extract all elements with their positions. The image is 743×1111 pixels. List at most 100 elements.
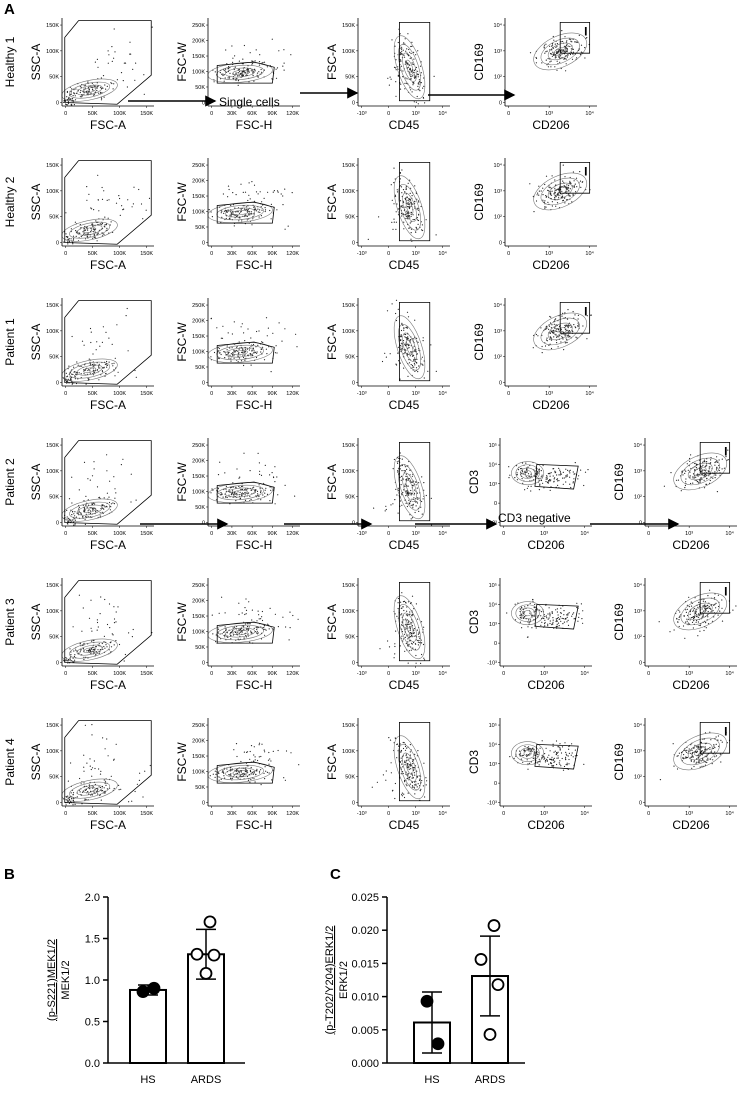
event-dot [231, 45, 232, 46]
event-dot [508, 477, 509, 478]
event-dot [413, 497, 414, 498]
event-dot [220, 633, 221, 634]
event-dot [697, 635, 698, 636]
event-dot [88, 793, 89, 794]
event-dot [416, 67, 417, 68]
event-dot [407, 338, 408, 339]
event-dot [531, 486, 532, 487]
event-dot [115, 640, 116, 641]
event-dot [88, 510, 89, 511]
event-dot [257, 351, 258, 352]
event-dot [79, 511, 80, 512]
event-dot [569, 612, 570, 613]
event-dot [521, 627, 522, 628]
event-dot [96, 791, 97, 792]
event-dot [245, 623, 246, 624]
event-dot [540, 615, 541, 616]
event-dot [545, 481, 546, 482]
event-dot [557, 61, 558, 62]
event-dot [103, 509, 104, 510]
event-dot [573, 478, 574, 479]
event-dot [408, 228, 409, 229]
event-dot [573, 324, 574, 325]
event-dot [85, 496, 86, 497]
event-dot [268, 760, 269, 761]
event-dot [527, 759, 528, 760]
event-dot [557, 485, 558, 486]
flow-plot: 050K100K150K-10³010³10⁴CD45FSC-A [325, 18, 450, 132]
event-dot [223, 351, 224, 352]
event-dot [243, 626, 244, 627]
event-dot [698, 602, 699, 603]
event-dot [385, 510, 386, 511]
event-dot [225, 489, 226, 490]
event-dot [66, 804, 67, 805]
event-dot [417, 371, 418, 372]
event-dot [117, 79, 118, 80]
contour [388, 452, 431, 522]
event-dot [272, 472, 273, 473]
event-dot [410, 339, 411, 340]
event-dot [409, 206, 410, 207]
event-dot [233, 627, 234, 628]
event-dot [721, 608, 722, 609]
event-dot [716, 456, 717, 457]
event-dot [119, 789, 120, 790]
event-dot [536, 58, 537, 59]
event-dot [260, 492, 261, 493]
event-dot [372, 787, 373, 788]
event-dot [81, 631, 82, 632]
event-dot [214, 81, 215, 82]
event-dot [384, 353, 385, 354]
event-dot [78, 365, 79, 366]
event-dot [422, 364, 423, 365]
event-dot [257, 631, 258, 632]
y-tick-label: 150K [342, 443, 355, 449]
event-dot [74, 511, 75, 512]
event-dot [250, 770, 251, 771]
event-dot [573, 52, 574, 53]
event-dot [241, 771, 242, 772]
event-dot [409, 64, 410, 65]
event-dot [394, 222, 395, 223]
event-dot [238, 614, 239, 615]
event-dot [73, 238, 74, 239]
event-dot [526, 472, 527, 473]
event-dot [419, 779, 420, 780]
event-dot [268, 328, 269, 329]
event-dot [90, 650, 91, 651]
event-dot [236, 633, 237, 634]
event-dot [218, 488, 219, 489]
x-tick-label: 10³ [412, 251, 420, 257]
event-dot [565, 335, 566, 336]
event-dot [269, 500, 270, 501]
event-dot [114, 498, 115, 499]
event-dot [71, 798, 72, 799]
event-dot [422, 514, 423, 515]
event-dot [414, 490, 415, 491]
event-dot [681, 490, 682, 491]
event-dot [566, 184, 567, 185]
event-dot [75, 804, 76, 805]
event-dot [566, 337, 567, 338]
event-dot [566, 764, 567, 765]
event-dot [385, 506, 386, 507]
event-dot [568, 336, 569, 337]
event-dot [373, 508, 374, 509]
y-tick-label: 0 [202, 100, 205, 106]
event-dot [264, 70, 265, 71]
event-dot [414, 77, 415, 78]
annotation: Single cells [219, 95, 280, 109]
event-dot [551, 330, 552, 331]
event-dot [569, 39, 570, 40]
event-dot [709, 608, 710, 609]
event-dot [414, 219, 415, 220]
event-dot [414, 185, 415, 186]
event-dot [408, 202, 409, 203]
event-dot [221, 217, 222, 218]
event-dot [709, 606, 710, 607]
event-dot [221, 74, 222, 75]
event-dot [547, 51, 548, 52]
event-dot [393, 219, 394, 220]
event-dot [215, 771, 216, 772]
